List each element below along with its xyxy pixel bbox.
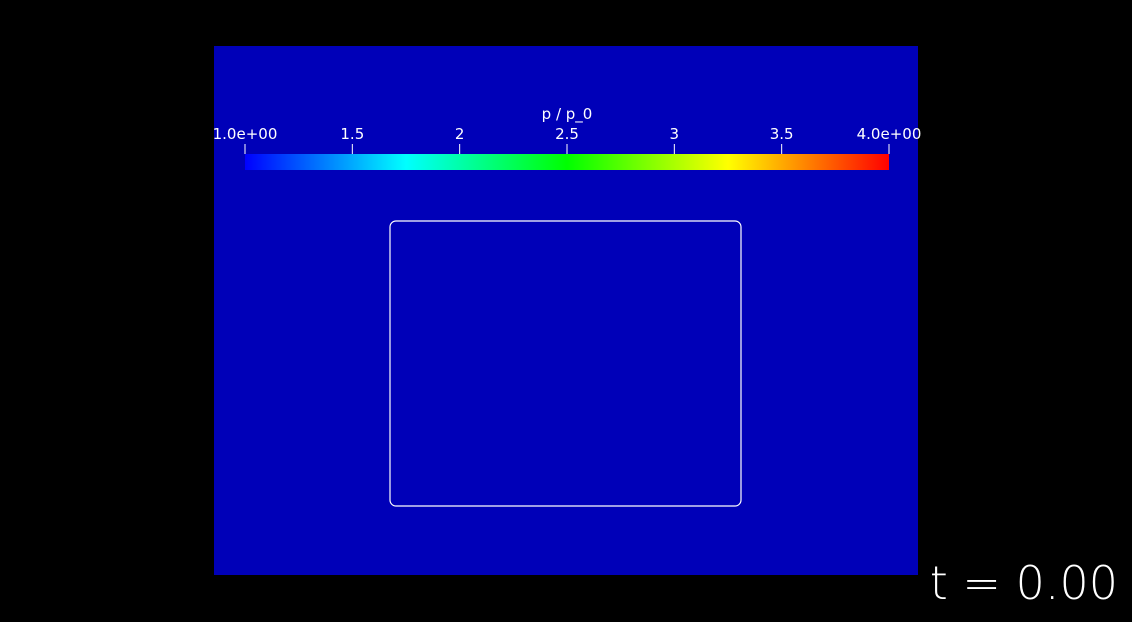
colorbar-tick-label: 3.5 xyxy=(770,125,794,143)
colorbar-bar xyxy=(245,154,889,170)
colorbar-title: p / p_0 xyxy=(542,105,593,124)
colorbar-tick-label: 1.0e+00 xyxy=(213,125,278,143)
colorbar: p / p_0 1.0e+00 1.5 2 2.5 3 3.5 4.0e+00 xyxy=(213,105,922,170)
colorbar-tick-label: 3 xyxy=(670,125,680,143)
region-outline xyxy=(389,220,742,507)
field-domain xyxy=(214,46,918,575)
colorbar-tick-label: 2.5 xyxy=(555,125,579,143)
colorbar-ticks: 1.0e+00 1.5 2 2.5 3 3.5 4.0e+00 xyxy=(213,125,922,154)
colorbar-tick-label: 4.0e+00 xyxy=(857,125,922,143)
colorbar-tick-label: 1.5 xyxy=(340,125,364,143)
colorbar-tick-label: 2 xyxy=(455,125,465,143)
time-label: t = 0.00 xyxy=(929,556,1118,610)
